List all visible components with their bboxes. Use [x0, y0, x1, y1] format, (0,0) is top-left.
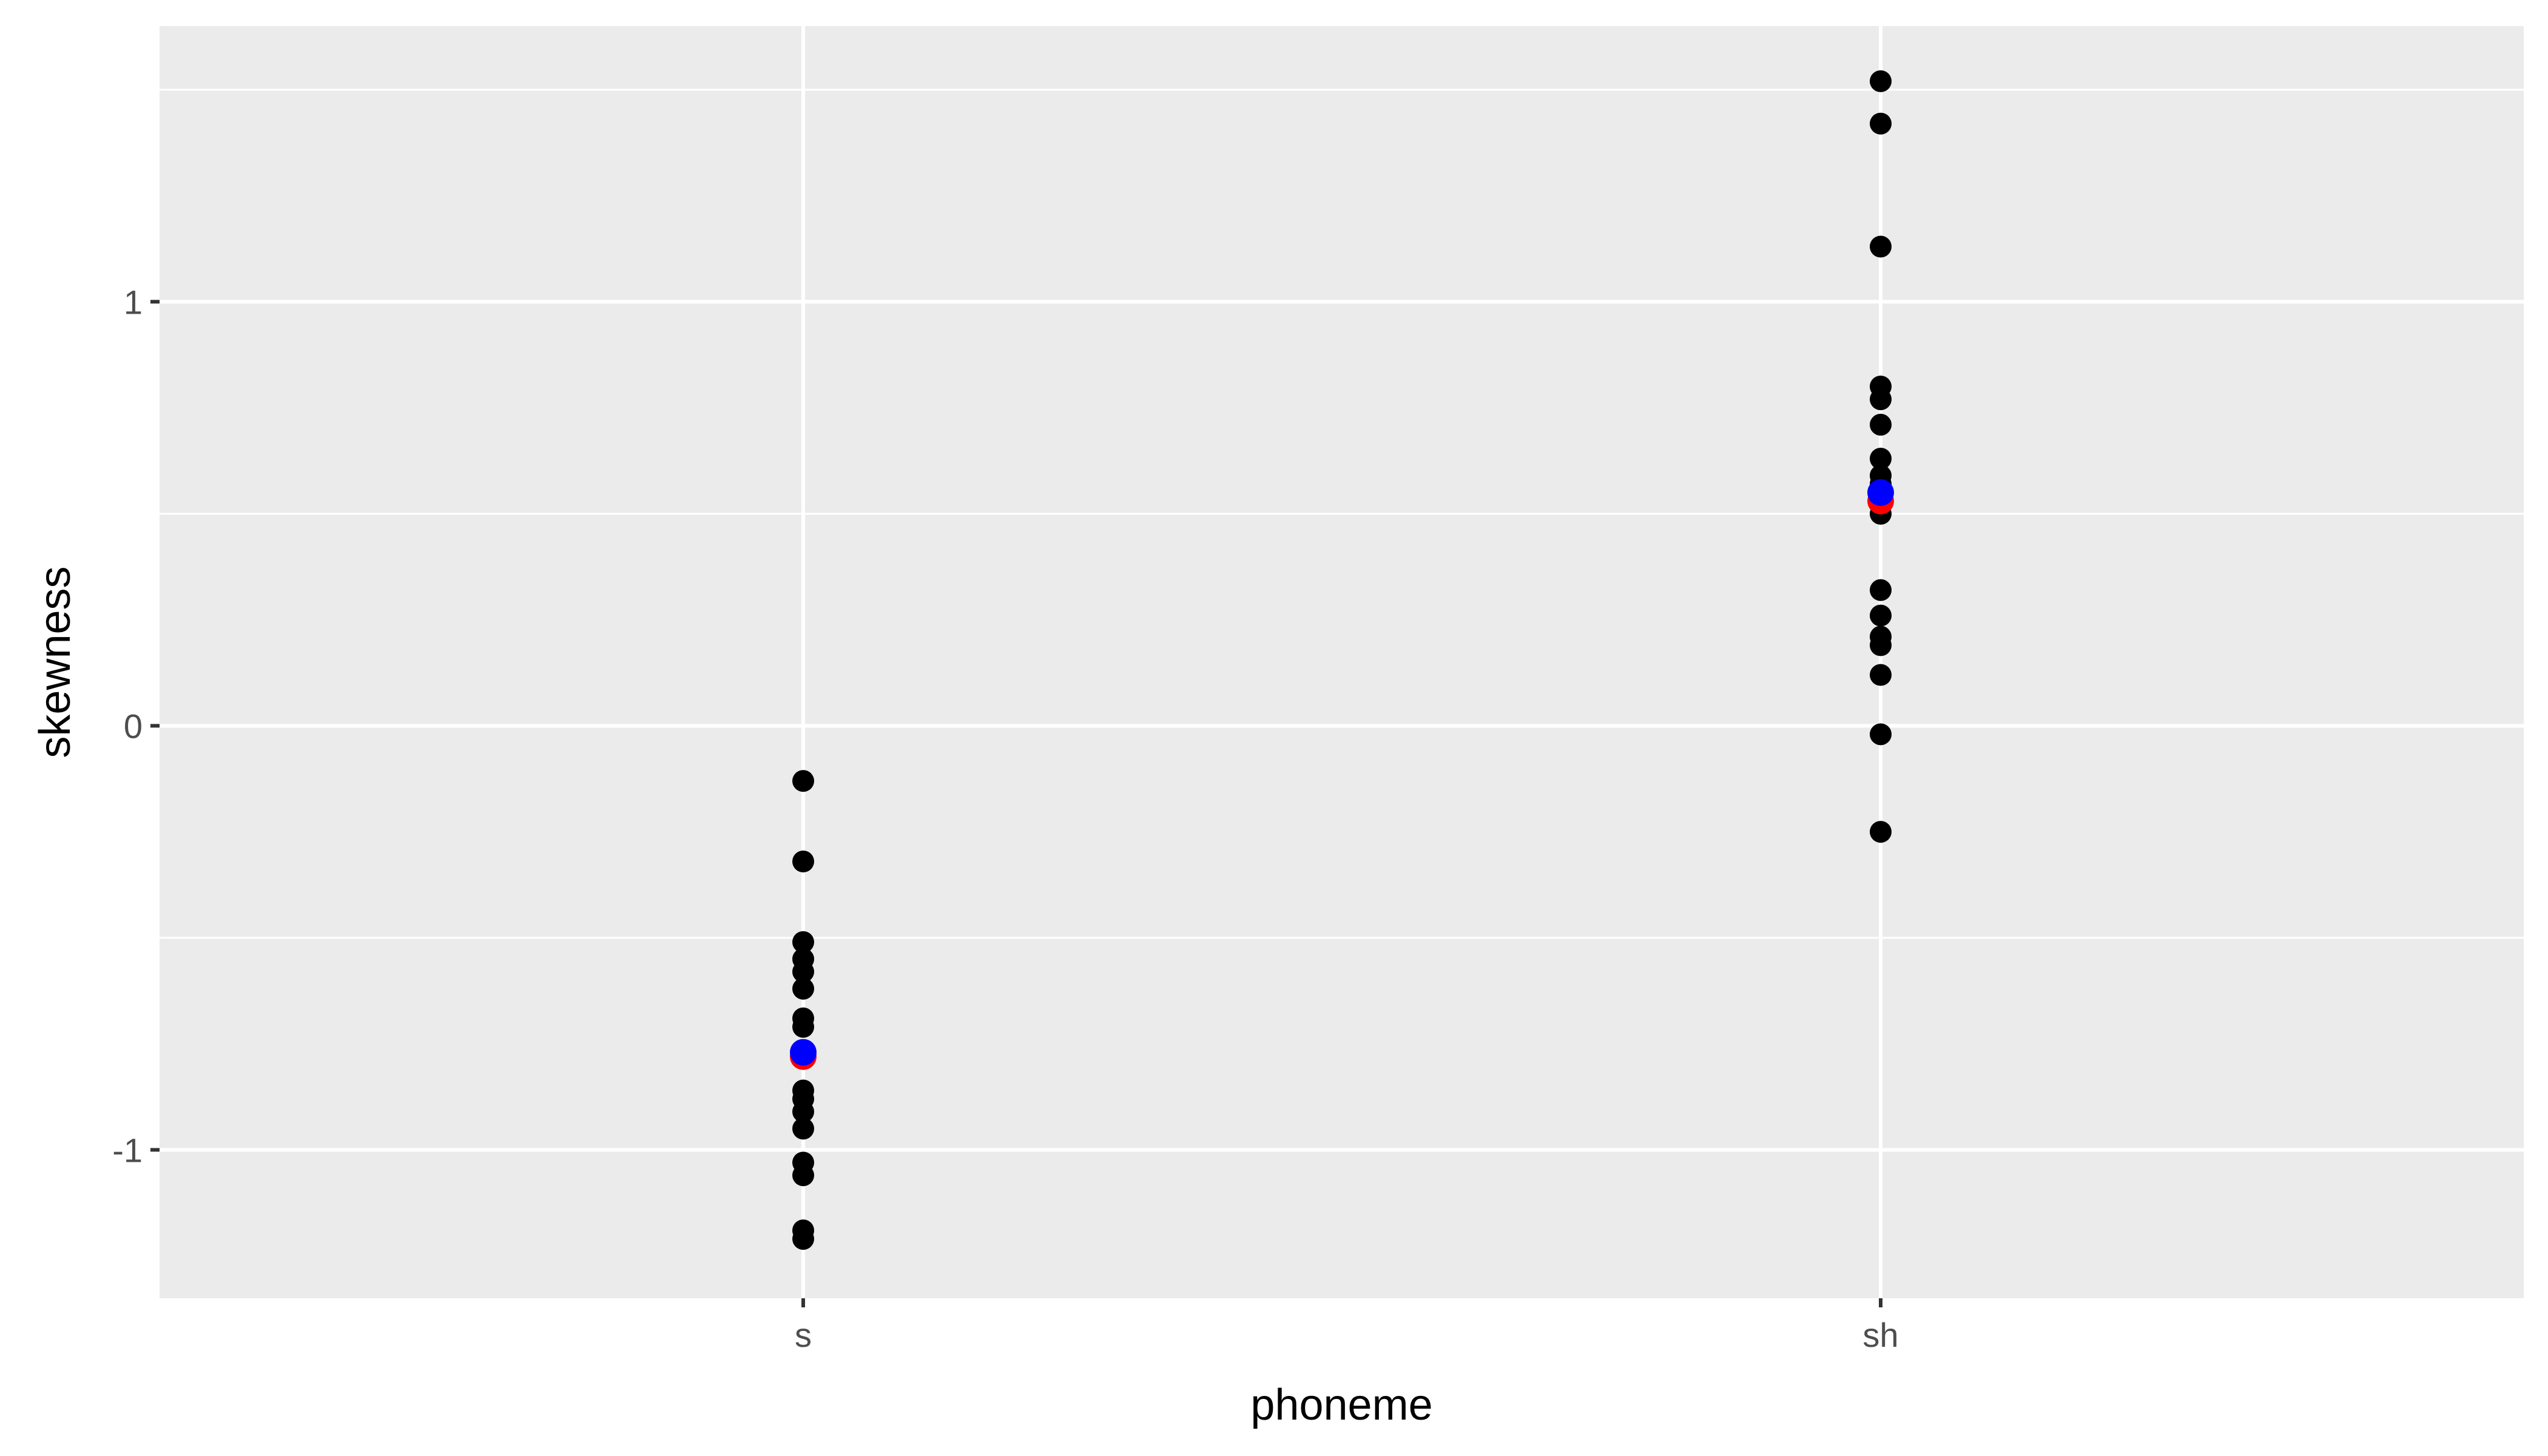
data-point: [1870, 112, 1892, 135]
y-tick-label: 1: [124, 283, 143, 321]
data-point: [792, 977, 814, 1000]
tick-labels: -1 0 1 s sh: [112, 283, 1898, 1354]
data-point: [792, 851, 814, 873]
data-point: [1870, 604, 1892, 627]
data-point: [1870, 634, 1892, 656]
mean-marker: [1867, 479, 1894, 506]
summary-markers: [790, 479, 1894, 1070]
x-tick-label: sh: [1862, 1316, 1898, 1354]
data-point: [1870, 70, 1892, 92]
data-point: [792, 931, 814, 953]
data-point: [792, 1228, 814, 1250]
data-point: [792, 1016, 814, 1038]
data-point: [792, 960, 814, 983]
y-tick-label: 0: [124, 707, 143, 745]
data-point: [792, 1117, 814, 1140]
y-tick-label: -1: [112, 1131, 143, 1169]
data-point: [792, 1164, 814, 1187]
data-points: [792, 70, 1892, 1250]
data-point: [792, 1100, 814, 1123]
minor-gridlines: [160, 89, 2524, 939]
data-point: [1870, 664, 1892, 686]
data-point: [1870, 821, 1892, 843]
data-point: [1870, 235, 1892, 258]
data-point: [1870, 723, 1892, 746]
y-axis-title: skewness: [31, 566, 79, 758]
plot-panel: [160, 26, 2524, 1298]
data-point: [1870, 447, 1892, 470]
data-point: [1870, 579, 1892, 601]
major-gridlines: [160, 26, 2524, 1298]
axis-ticks: [150, 300, 1882, 1307]
data-point: [1870, 414, 1892, 436]
data-point: [792, 770, 814, 792]
mean-marker: [790, 1039, 817, 1066]
x-tick-label: s: [795, 1316, 812, 1354]
x-axis-title: phoneme: [1250, 1381, 1432, 1429]
data-point: [1870, 388, 1892, 411]
